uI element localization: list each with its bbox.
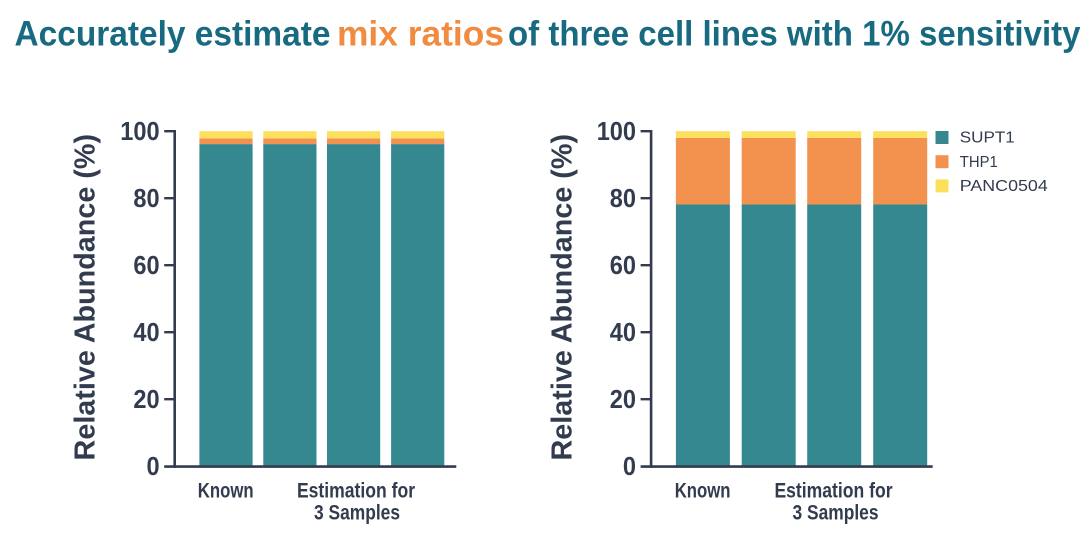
svg-text:0: 0 xyxy=(147,453,160,481)
svg-text:3 Samples: 3 Samples xyxy=(314,500,400,524)
svg-text:20: 20 xyxy=(610,386,636,414)
svg-text:40: 40 xyxy=(610,319,636,347)
svg-text:60: 60 xyxy=(610,252,636,280)
svg-text:Known: Known xyxy=(198,479,254,503)
svg-text:SUPT1: SUPT1 xyxy=(960,130,1015,147)
svg-text:40: 40 xyxy=(133,319,159,347)
svg-text:20: 20 xyxy=(133,386,159,414)
svg-text:60: 60 xyxy=(133,252,159,280)
svg-text:Accurately estimate: Accurately estimate xyxy=(15,14,331,53)
svg-text:of three cell lines with 1% se: of three cell lines with 1% sensitivity xyxy=(508,14,1081,53)
svg-text:0: 0 xyxy=(623,453,636,481)
svg-text:Relative Abundance (%): Relative Abundance (%) xyxy=(546,134,578,461)
svg-text:100: 100 xyxy=(597,118,636,146)
svg-text:Known: Known xyxy=(675,479,731,503)
svg-text:PANC0504: PANC0504 xyxy=(960,178,1048,195)
svg-text:Estimation for: Estimation for xyxy=(297,479,416,503)
svg-text:Relative Abundance (%): Relative Abundance (%) xyxy=(69,134,101,461)
svg-text:THP1: THP1 xyxy=(960,154,998,171)
svg-text:3 Samples: 3 Samples xyxy=(793,500,879,524)
svg-text:100: 100 xyxy=(120,118,159,146)
svg-text:80: 80 xyxy=(610,185,636,213)
svg-text:mix ratios: mix ratios xyxy=(337,14,504,53)
svg-text:80: 80 xyxy=(133,185,159,213)
svg-text:Estimation for: Estimation for xyxy=(774,479,893,503)
